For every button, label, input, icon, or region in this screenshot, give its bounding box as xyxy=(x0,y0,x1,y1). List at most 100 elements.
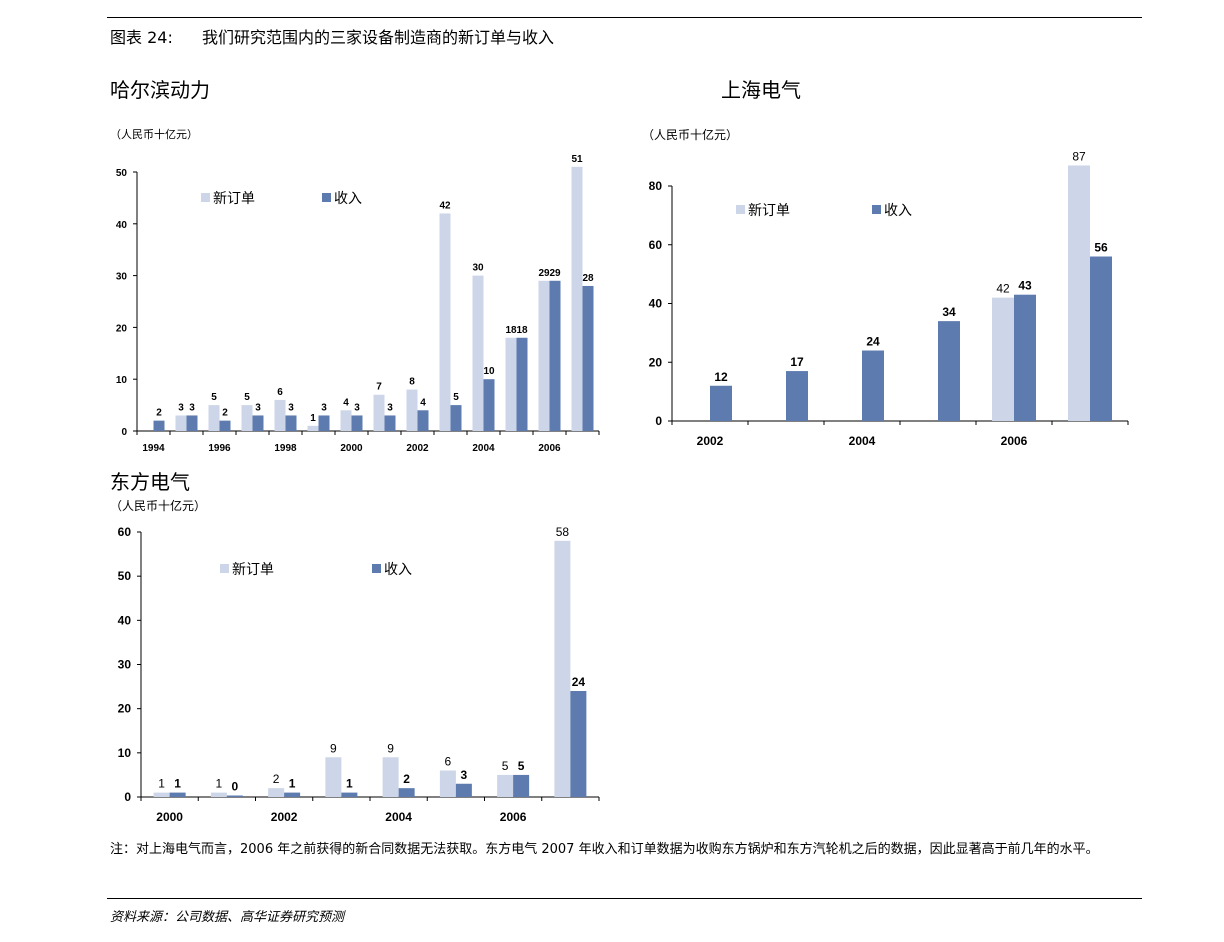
legend-label-revenue: 收入 xyxy=(384,561,412,577)
revenue-value-label-2007: 24 xyxy=(572,675,586,689)
new-orders-bar-1999 xyxy=(307,425,319,431)
revenue-value-label-2005: 34 xyxy=(942,305,956,319)
new-orders-bar-2007 xyxy=(554,540,571,797)
new-orders-bar-2006 xyxy=(538,280,550,431)
legend-swatch-revenue xyxy=(322,193,331,202)
legend-swatch-revenue xyxy=(372,564,381,573)
revenue-value-label-2003: 5 xyxy=(453,392,459,403)
legend-label-revenue: 收入 xyxy=(334,190,362,206)
revenue-bar-2002 xyxy=(284,792,301,797)
x-tick-label: 2004 xyxy=(385,810,412,824)
revenue-value-label-2004: 2 xyxy=(403,772,410,786)
revenue-bar-2007 xyxy=(570,691,587,797)
y-tick-label: 50 xyxy=(118,569,132,583)
revenue-value-label-2001: 0 xyxy=(232,780,239,794)
new-orders-value-label-1995: 3 xyxy=(178,402,184,413)
new-orders-value-label-2007: 51 xyxy=(571,154,583,165)
new-orders-value-label-2000: 4 xyxy=(343,397,349,408)
revenue-value-label-1996: 2 xyxy=(222,408,228,419)
legend-swatch-new-orders xyxy=(220,564,229,573)
new-orders-bar-2002 xyxy=(406,389,418,431)
revenue-bar-2007 xyxy=(582,285,594,431)
legend-label-revenue: 收入 xyxy=(884,202,912,218)
new-orders-bar-2002 xyxy=(268,788,285,797)
revenue-value-label-1999: 3 xyxy=(321,402,327,413)
revenue-value-label-2001: 3 xyxy=(387,402,393,413)
revenue-value-label-2000: 1 xyxy=(174,777,181,791)
legend-swatch-new-orders xyxy=(201,193,210,202)
x-tick-label: 2004 xyxy=(472,443,495,454)
revenue-value-label-1995: 3 xyxy=(189,402,195,413)
revenue-bar-2006 xyxy=(513,774,530,797)
y-tick-label: 80 xyxy=(649,179,663,193)
y-tick-label: 40 xyxy=(116,220,128,231)
y-tick-label: 40 xyxy=(118,613,132,627)
y-tick-label: 0 xyxy=(124,790,131,804)
revenue-bar-2001 xyxy=(384,415,396,431)
legend-label-new-orders: 新订单 xyxy=(232,561,274,577)
revenue-value-label-2003: 17 xyxy=(790,355,804,369)
new-orders-value-label-2006: 29 xyxy=(538,268,550,279)
x-tick-label: 2006 xyxy=(538,443,561,454)
x-tick-label: 2004 xyxy=(849,434,876,448)
bottom-rule xyxy=(107,898,1142,899)
new-orders-bar-2003 xyxy=(439,213,451,431)
y-tick-label: 30 xyxy=(118,658,132,672)
new-orders-value-label-1997: 5 xyxy=(244,392,250,403)
new-orders-bar-2007 xyxy=(571,166,583,431)
revenue-bar-1995 xyxy=(186,415,198,431)
x-tick-label: 2002 xyxy=(271,810,298,824)
new-orders-value-label-1998: 6 xyxy=(277,387,283,398)
y-tick-label: 0 xyxy=(121,427,127,438)
revenue-bar-2006 xyxy=(549,280,561,431)
revenue-bar-2006 xyxy=(1014,294,1036,421)
x-tick-label: 1994 xyxy=(142,443,165,454)
new-orders-value-label-1996: 5 xyxy=(211,392,217,403)
revenue-value-label-1994: 2 xyxy=(156,408,162,419)
new-orders-value-label-2007: 87 xyxy=(1072,149,1086,163)
new-orders-bar-2000 xyxy=(153,792,170,797)
legend-swatch-new-orders xyxy=(736,205,745,214)
figure-title: 图表 24: 我们研究范围内的三家设备制造商的新订单与收入 xyxy=(110,24,554,48)
new-orders-value-label-2003: 42 xyxy=(439,200,451,211)
revenue-value-label-1998: 3 xyxy=(288,402,294,413)
revenue-bar-2004 xyxy=(483,379,495,431)
revenue-bar-2002 xyxy=(710,385,732,421)
revenue-bar-2004 xyxy=(862,350,884,421)
new-orders-value-label-2004: 30 xyxy=(472,263,484,274)
figure-title-text: 我们研究范围内的三家设备制造商的新订单与收入 xyxy=(202,28,555,47)
new-orders-bar-2004 xyxy=(382,757,399,797)
revenue-value-label-2006: 5 xyxy=(518,759,525,773)
unit-label-harbin: （人民币十亿元） xyxy=(110,128,198,141)
x-tick-label: 2000 xyxy=(156,810,183,824)
y-tick-label: 10 xyxy=(116,375,128,386)
y-tick-label: 60 xyxy=(118,525,132,539)
revenue-bar-1994 xyxy=(153,420,165,431)
new-orders-value-label-2006: 42 xyxy=(996,282,1010,296)
new-orders-bar-2001 xyxy=(210,792,227,797)
chart-title-dongfang: 东方电气 xyxy=(110,470,190,494)
revenue-bar-1997 xyxy=(252,415,264,431)
new-orders-value-label-2006: 5 xyxy=(502,759,509,773)
y-tick-label: 0 xyxy=(655,414,662,428)
y-tick-label: 30 xyxy=(116,272,128,283)
x-tick-label: 1996 xyxy=(208,443,231,454)
new-orders-value-label-2004: 9 xyxy=(387,741,394,755)
revenue-value-label-2002: 12 xyxy=(714,370,728,384)
new-orders-value-label-1999: 1 xyxy=(310,413,316,424)
revenue-value-label-2003: 1 xyxy=(346,777,353,791)
y-tick-label: 20 xyxy=(118,702,132,716)
new-orders-bar-2006 xyxy=(497,774,514,797)
revenue-value-label-2005: 18 xyxy=(516,325,528,336)
y-tick-label: 50 xyxy=(116,168,128,179)
revenue-bar-1998 xyxy=(285,415,297,431)
new-orders-bar-1995 xyxy=(175,415,187,431)
new-orders-value-label-2001: 1 xyxy=(216,777,223,791)
revenue-value-label-2005: 3 xyxy=(461,768,468,782)
revenue-value-label-2007: 28 xyxy=(582,273,594,284)
legend-swatch-revenue xyxy=(872,205,881,214)
revenue-bar-2002 xyxy=(417,410,429,431)
